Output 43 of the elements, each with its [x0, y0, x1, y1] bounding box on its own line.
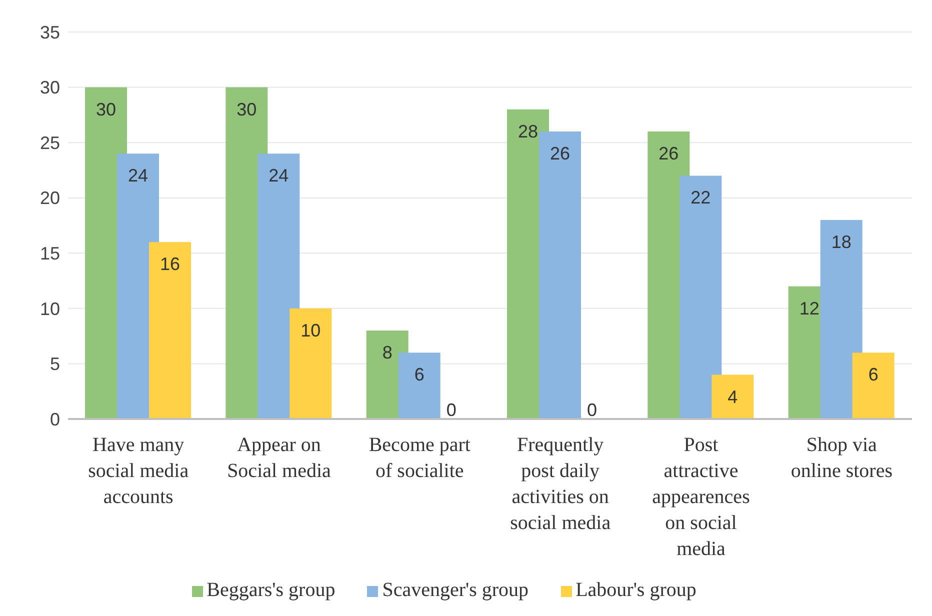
data-label: 6: [868, 364, 878, 385]
y-tick-label: 20: [40, 188, 60, 208]
bar: [398, 352, 440, 419]
y-tick-label: 25: [40, 132, 60, 153]
x-tick-label: Shop via online stores: [790, 434, 893, 482]
y-tick-label: 5: [50, 354, 60, 374]
data-label: 16: [160, 254, 180, 274]
legend-label: Scavenger's group: [382, 579, 529, 601]
y-tick-label: 30: [40, 78, 60, 98]
x-tick-label: Have many social media accounts: [88, 434, 189, 508]
data-label: 30: [236, 99, 257, 120]
bar: [712, 374, 754, 419]
data-label: 22: [690, 188, 711, 208]
data-label: 0: [446, 400, 456, 420]
data-label: 26: [658, 144, 679, 164]
bar: [852, 352, 894, 419]
bar: [290, 308, 332, 419]
bar: [149, 242, 191, 419]
data-label: 24: [268, 166, 289, 186]
y-tick-label: 35: [40, 22, 60, 42]
y-tick-label: 15: [40, 244, 60, 264]
x-tick-label: Frequently post daily activities on social media: [510, 434, 611, 534]
data-label: 8: [382, 342, 392, 363]
data-label: 24: [128, 166, 148, 186]
bar: [539, 132, 581, 419]
legend-label: Beggars's group: [206, 579, 336, 601]
data-label: 10: [300, 320, 321, 340]
legend-label: Labour's group: [576, 579, 696, 601]
data-label: 18: [831, 232, 852, 252]
y-tick-label: 10: [40, 298, 60, 319]
data-label: 0: [586, 400, 598, 420]
data-label: 26: [550, 144, 570, 164]
data-label: 28: [518, 121, 538, 142]
y-tick-label: 0: [50, 409, 60, 430]
data-label: 6: [414, 364, 424, 385]
bar: [820, 220, 862, 419]
data-label: 30: [96, 99, 116, 120]
data-label: 4: [728, 386, 738, 407]
data-label: 12: [799, 298, 820, 318]
x-tick-label: Appear on Social media: [227, 434, 332, 482]
bar: [680, 176, 722, 419]
x-tick-label: Post attractive appearences on social media: [652, 434, 750, 560]
x-tick-label: Become part of socialite: [368, 434, 471, 482]
